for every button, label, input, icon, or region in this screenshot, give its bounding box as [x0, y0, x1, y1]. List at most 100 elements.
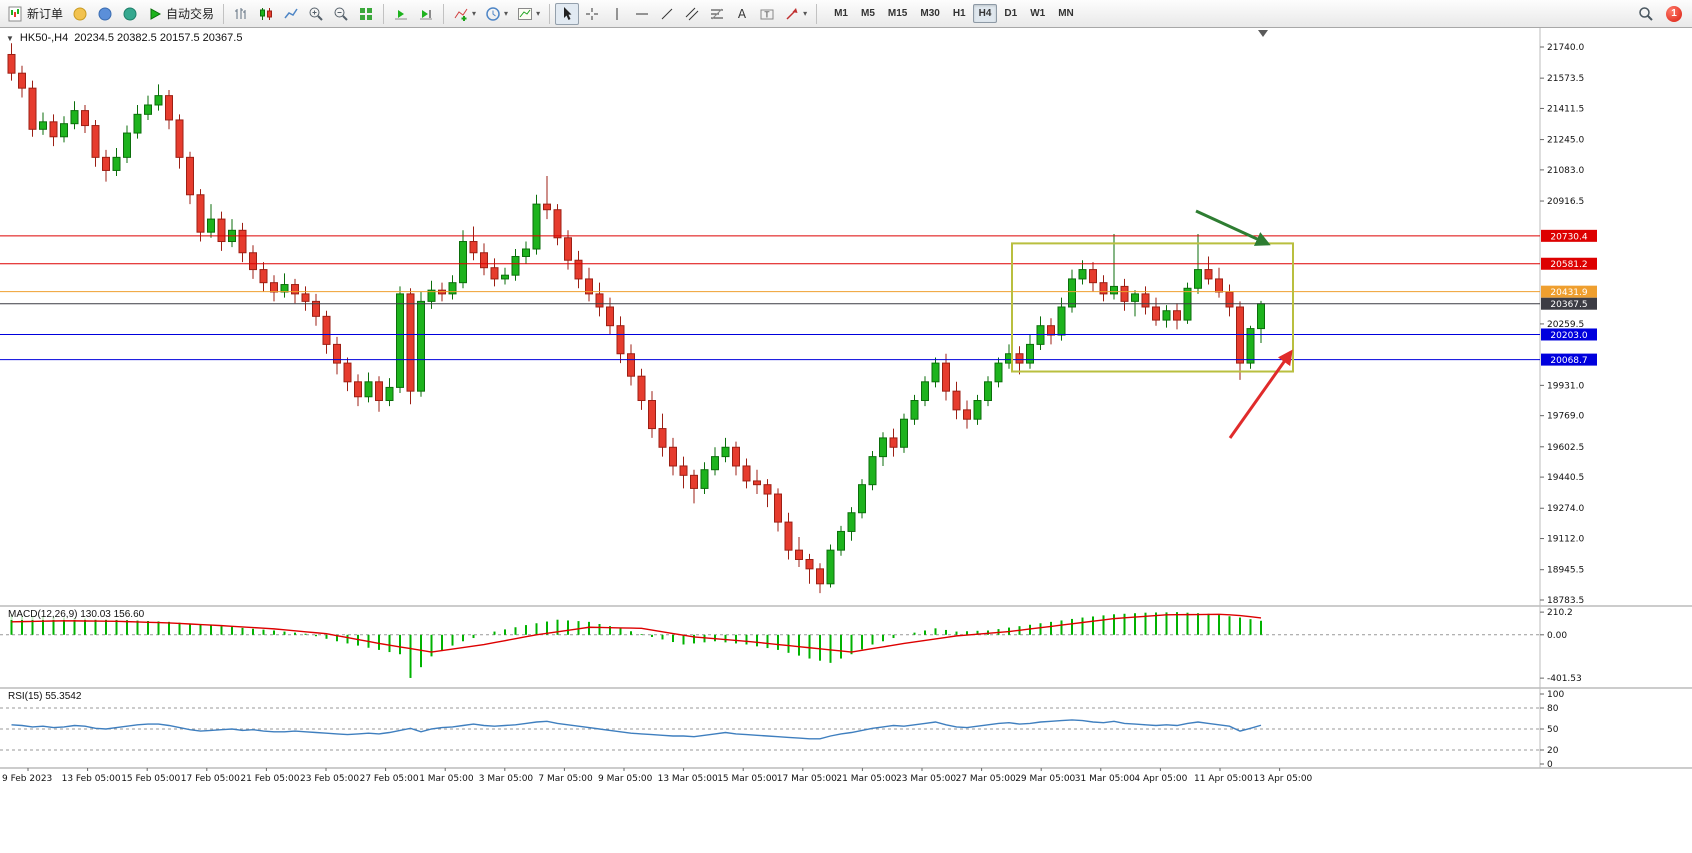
- time-axis-label: 27 Feb 05:00: [360, 774, 419, 784]
- time-axis-label: 29 Mar 05:00: [1015, 774, 1075, 784]
- candlestick-chart-button[interactable]: [254, 3, 278, 25]
- line-chart-button[interactable]: [279, 3, 303, 25]
- crosshair-button[interactable]: [580, 3, 604, 25]
- timeframe-button-m15[interactable]: M15: [887, 8, 908, 19]
- auto-trading-button[interactable]: 自动交易: [143, 3, 218, 25]
- vertical-line-button[interactable]: [605, 3, 629, 25]
- candle-body: [816, 568, 824, 585]
- macd-indicator-label: MACD(12,26,9) 130.03 156.60: [6, 609, 147, 620]
- price-badge-label: 20431.9: [1550, 288, 1587, 298]
- candles-layer: [7, 43, 1265, 594]
- candle-body: [1131, 293, 1139, 302]
- text-label-button[interactable]: T: [755, 3, 779, 25]
- candle-body: [501, 274, 509, 280]
- channel-button[interactable]: [680, 3, 704, 25]
- crosshair-icon: [584, 6, 600, 22]
- candle-body: [1036, 325, 1045, 345]
- price-axis-label: 19931.0: [1547, 381, 1584, 391]
- fibonacci-button[interactable]: [705, 3, 729, 25]
- macd-scale-label: -401.53: [1547, 674, 1582, 684]
- candle-body: [207, 218, 215, 233]
- candle-body: [291, 284, 299, 295]
- candle-body: [553, 209, 562, 239]
- community-button[interactable]: [93, 3, 117, 25]
- timeframe-button-m5[interactable]: M5: [861, 8, 875, 19]
- timeframe-button-mn[interactable]: MN: [1058, 8, 1074, 19]
- text-button[interactable]: A: [730, 3, 754, 25]
- zoom-out-icon: [333, 6, 349, 22]
- price-axis-label: 19440.5: [1547, 473, 1584, 483]
- new-order-icon: [8, 6, 24, 22]
- time-axis-label: 17 Feb 05:00: [181, 774, 240, 784]
- time-axis-label: 21 Mar 05:00: [836, 774, 896, 784]
- horizontal-line-button[interactable]: [630, 3, 654, 25]
- timeframe-button-d1[interactable]: D1: [1004, 8, 1018, 19]
- cursor-icon: [559, 6, 575, 22]
- candle-body: [333, 343, 341, 364]
- rsi-scale-label: 50: [1547, 725, 1559, 735]
- periods-button[interactable]: ▾: [481, 3, 512, 25]
- timeframe-button-m30[interactable]: M30: [920, 8, 940, 19]
- zoom-out-button[interactable]: [329, 3, 353, 25]
- candle-body: [427, 289, 436, 302]
- candle-body: [627, 353, 635, 377]
- candle-body: [900, 418, 908, 448]
- timeframe-button-h1[interactable]: H1: [952, 8, 966, 19]
- candle-body: [543, 203, 551, 211]
- candle-body: [154, 95, 163, 106]
- new-order-button[interactable]: 新订单: [4, 3, 67, 25]
- annotation-rectangle[interactable]: [1011, 242, 1294, 373]
- indicators-button[interactable]: ▾: [449, 3, 480, 25]
- candle-body: [354, 381, 362, 398]
- annotation-arrow-up[interactable]: [1228, 349, 1293, 439]
- svg-text:T: T: [764, 10, 770, 19]
- zoom-in-button[interactable]: [304, 3, 328, 25]
- timeframe-button-h4[interactable]: H4: [972, 4, 998, 23]
- candle-body: [144, 104, 152, 115]
- chart-shift-icon: [418, 6, 434, 22]
- chart-title: ▼ HK50-,H4 20234.5 20382.5 20157.5 20367…: [6, 32, 242, 44]
- arrows-button[interactable]: ▾: [780, 3, 811, 25]
- price-axis-label: 19602.5: [1547, 443, 1584, 453]
- price-badge: [1541, 328, 1597, 341]
- price-badge: [1541, 285, 1597, 298]
- chart-window[interactable]: 20730.4 20581.2 20431.9 20367.5 20203.0 20068…: [0, 28, 1692, 853]
- templates-button[interactable]: ▾: [513, 3, 544, 25]
- tile-windows-button[interactable]: [354, 3, 378, 25]
- timeframe-button-w1[interactable]: W1: [1030, 8, 1046, 19]
- candle-body: [711, 456, 719, 471]
- search-button[interactable]: [1634, 3, 1658, 25]
- candle-body: [952, 390, 961, 411]
- bar-chart-icon: [233, 6, 249, 22]
- rsi-line: [11, 719, 1262, 740]
- price-badge-label: 20203.0: [1550, 331, 1587, 341]
- chart-canvas[interactable]: 20730.4 20581.2 20431.9 20367.5 20203.0 20068…: [0, 28, 1692, 853]
- chart-shift-button[interactable]: [414, 3, 438, 25]
- timeframe-button-m1[interactable]: M1: [834, 8, 848, 19]
- auto-scroll-button[interactable]: [389, 3, 413, 25]
- market-button[interactable]: [68, 3, 92, 25]
- candlestick-chart-icon: [258, 6, 274, 22]
- candle-body: [322, 315, 331, 345]
- macd-scale-label: 0.00: [1547, 631, 1567, 641]
- candle-body: [196, 194, 205, 233]
- candle-body: [585, 278, 593, 295]
- annotation-arrow-down[interactable]: [1195, 209, 1271, 246]
- bar-chart-button[interactable]: [229, 3, 253, 25]
- trendline-button[interactable]: [655, 3, 679, 25]
- price-axis-label: 20259.5: [1547, 320, 1584, 330]
- candle-body: [1120, 285, 1129, 302]
- candle-body: [1078, 269, 1087, 280]
- chart-shift-marker[interactable]: [1258, 30, 1268, 37]
- candle-body: [1141, 293, 1150, 308]
- arrows-icon: [784, 6, 800, 22]
- candle-body: [1215, 278, 1223, 293]
- candle-body: [459, 241, 467, 284]
- cursor-button[interactable]: [555, 2, 580, 25]
- news-button[interactable]: [118, 3, 142, 25]
- price-axis-label: 21083.0: [1547, 166, 1584, 176]
- price-axis-label: 21573.5: [1547, 74, 1584, 84]
- notification-badge[interactable]: 1: [1666, 5, 1682, 22]
- auto-trading-label: 自动交易: [166, 7, 215, 21]
- chart-menu-icon[interactable]: ▼: [6, 33, 14, 43]
